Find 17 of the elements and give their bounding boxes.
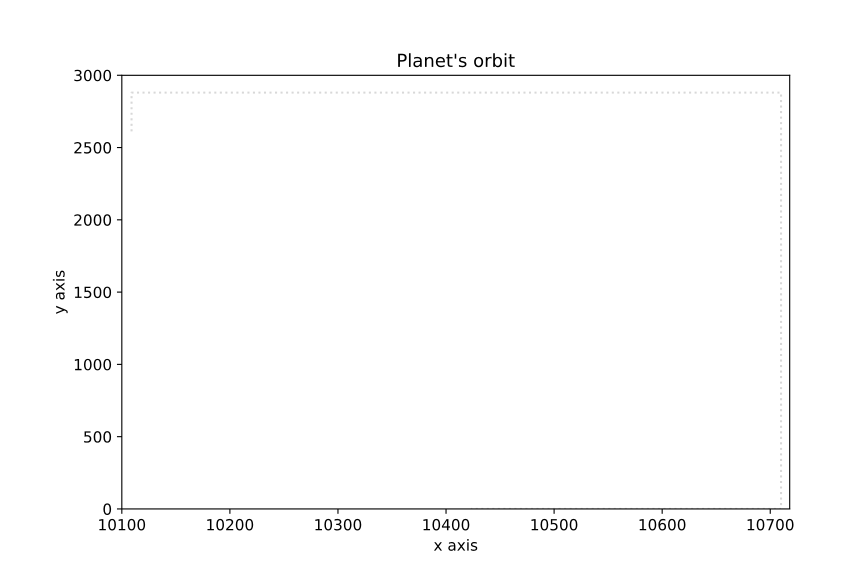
y-tick-label: 1500 [74,286,112,298]
x-tick-label: 10500 [531,518,578,530]
y-tick-label: 0 [103,503,112,515]
x-tick-label: 10600 [640,518,686,530]
y-tick-label: 2000 [74,214,112,226]
x-tick-label: 10200 [207,518,254,530]
y-axis-title: y axis [52,270,68,314]
x-tick-label: 10300 [315,518,362,530]
chart-title: Planet's orbit [398,53,515,68]
x-tick-label: 10400 [423,518,470,530]
x-axis-title: x axis [434,539,478,551]
y-tick-label: 1000 [74,358,112,370]
y-tick-label: 2500 [74,142,112,154]
x-tick-label: 10700 [748,518,794,530]
x-tick-label: 10100 [99,518,146,530]
y-tick-label: 500 [84,431,112,443]
y-tick-label: 3000 [74,70,112,82]
